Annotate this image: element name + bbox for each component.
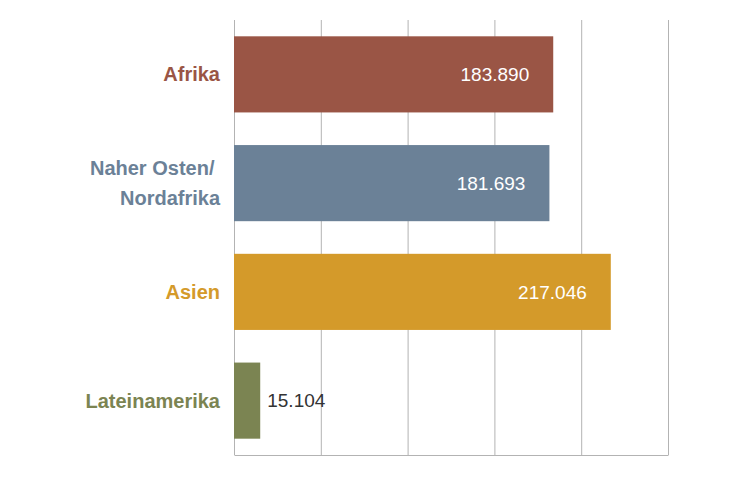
data-label: 181.693 xyxy=(457,173,526,194)
category-label: Lateinamerika xyxy=(85,390,220,412)
bar xyxy=(234,36,553,112)
tick xyxy=(581,20,582,455)
axis-line xyxy=(235,455,669,456)
data-label: 217.046 xyxy=(518,282,587,303)
tick xyxy=(668,20,669,455)
category-label: Afrika xyxy=(163,63,221,85)
bar xyxy=(234,145,549,221)
grid-line xyxy=(668,20,669,455)
data-label: 183.890 xyxy=(461,64,530,85)
data-labels: 183.890 181.693 217.046 15.104 xyxy=(267,64,587,411)
bar xyxy=(234,254,611,330)
x-axis xyxy=(235,20,669,456)
chart: Afrika Naher Osten/ Nordafrika Asien Latein… xyxy=(0,0,754,494)
category-labels: Afrika Naher Osten/ Nordafrika Asien Latein… xyxy=(85,63,220,411)
data-label: 15.104 xyxy=(267,390,326,411)
category-label: Asien xyxy=(166,281,220,303)
grid-line xyxy=(581,20,582,455)
bar xyxy=(234,363,260,439)
bars xyxy=(234,36,611,438)
category-label: Naher Osten/ Nordafrika xyxy=(90,157,221,209)
